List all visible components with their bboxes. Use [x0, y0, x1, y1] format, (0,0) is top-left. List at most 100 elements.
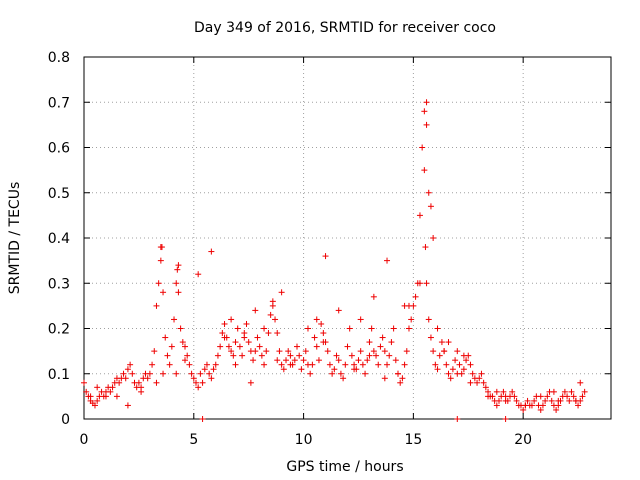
- data-point: [175, 262, 182, 269]
- data-point: [357, 316, 364, 323]
- data-point: [375, 361, 382, 368]
- data-point: [127, 361, 134, 368]
- data-point: [463, 357, 470, 364]
- x-axis-label: GPS time / hours: [286, 459, 403, 475]
- data-point: [511, 393, 518, 400]
- data-point: [401, 302, 408, 309]
- data-point: [311, 334, 318, 341]
- data-point: [195, 384, 202, 391]
- data-point: [401, 361, 408, 368]
- y-tick-labels: 0 0.1 0.2 0.3 0.4 0.5 0.6 0.7 0.8: [48, 50, 70, 428]
- data-point: [177, 325, 184, 332]
- data-point: [348, 352, 355, 359]
- data-point: [250, 357, 257, 364]
- data-point: [192, 379, 199, 386]
- data-point: [217, 343, 224, 350]
- data-point: [320, 339, 327, 346]
- data-point: [94, 397, 101, 404]
- data-point: [186, 361, 193, 368]
- data-point: [577, 379, 584, 386]
- data-point: [174, 266, 181, 273]
- data-point: [454, 370, 461, 377]
- data-point: [493, 402, 500, 409]
- data-point: [564, 393, 571, 400]
- data-point: [452, 357, 459, 364]
- data-point: [379, 334, 386, 341]
- data-point: [513, 397, 520, 404]
- data-point: [423, 280, 430, 287]
- data-point: [247, 379, 254, 386]
- data-point: [384, 361, 391, 368]
- data-point: [87, 393, 94, 400]
- data-point: [236, 343, 243, 350]
- data-point: [550, 388, 557, 395]
- data-point: [241, 330, 248, 337]
- data-point: [254, 334, 261, 341]
- data-point: [342, 361, 349, 368]
- data-point: [287, 352, 294, 359]
- data-point: [423, 99, 430, 106]
- data-point: [225, 343, 232, 350]
- data-point: [335, 307, 342, 314]
- data-point: [346, 325, 353, 332]
- data-point: [164, 352, 171, 359]
- data-point: [575, 402, 582, 409]
- y-tick-label: 0.4: [48, 231, 70, 247]
- data-point: [120, 370, 127, 377]
- data-point: [460, 366, 467, 373]
- data-point: [160, 289, 167, 296]
- data-point: [219, 330, 226, 337]
- data-point: [419, 144, 426, 151]
- data-point: [182, 357, 189, 364]
- data-point: [208, 375, 215, 382]
- data-point: [157, 257, 164, 264]
- data-point: [388, 339, 395, 346]
- data-point: [460, 352, 467, 359]
- data-point: [542, 397, 549, 404]
- data-point: [157, 244, 164, 251]
- data-point: [107, 388, 114, 395]
- data-point: [430, 235, 437, 241]
- data-point: [412, 293, 419, 300]
- data-point: [572, 397, 579, 404]
- data-point: [531, 397, 538, 404]
- data-point: [261, 361, 268, 368]
- data-point: [416, 212, 423, 219]
- data-point: [265, 330, 272, 337]
- data-point: [256, 343, 263, 350]
- data-point: [392, 357, 399, 364]
- data-point: [469, 370, 476, 377]
- data-point: [166, 361, 173, 368]
- data-point: [116, 379, 123, 386]
- data-point: [175, 289, 182, 296]
- data-point: [405, 325, 412, 332]
- data-point: [149, 361, 156, 368]
- data-point: [443, 361, 450, 368]
- data-point: [474, 379, 481, 386]
- data-point: [434, 325, 441, 332]
- data-point: [144, 375, 151, 382]
- data-point: [568, 388, 575, 395]
- data-point: [304, 325, 311, 332]
- data-point: [421, 108, 428, 115]
- data-point: [228, 316, 235, 323]
- data-point: [81, 379, 87, 386]
- data-point: [561, 388, 568, 395]
- data-point: [476, 375, 483, 382]
- y-tick-label: 0.1: [48, 367, 70, 383]
- data-point: [381, 348, 388, 355]
- data-point: [434, 366, 441, 373]
- data-point: [395, 370, 402, 377]
- data-point: [212, 361, 219, 368]
- data-point: [199, 379, 206, 386]
- data-point: [232, 339, 239, 346]
- data-point: [309, 361, 316, 368]
- data-point: [232, 361, 239, 368]
- data-point: [570, 393, 577, 400]
- data-point: [201, 366, 208, 373]
- data-point: [337, 370, 344, 377]
- data-point: [427, 334, 434, 341]
- data-point: [381, 375, 388, 382]
- data-point: [370, 348, 377, 355]
